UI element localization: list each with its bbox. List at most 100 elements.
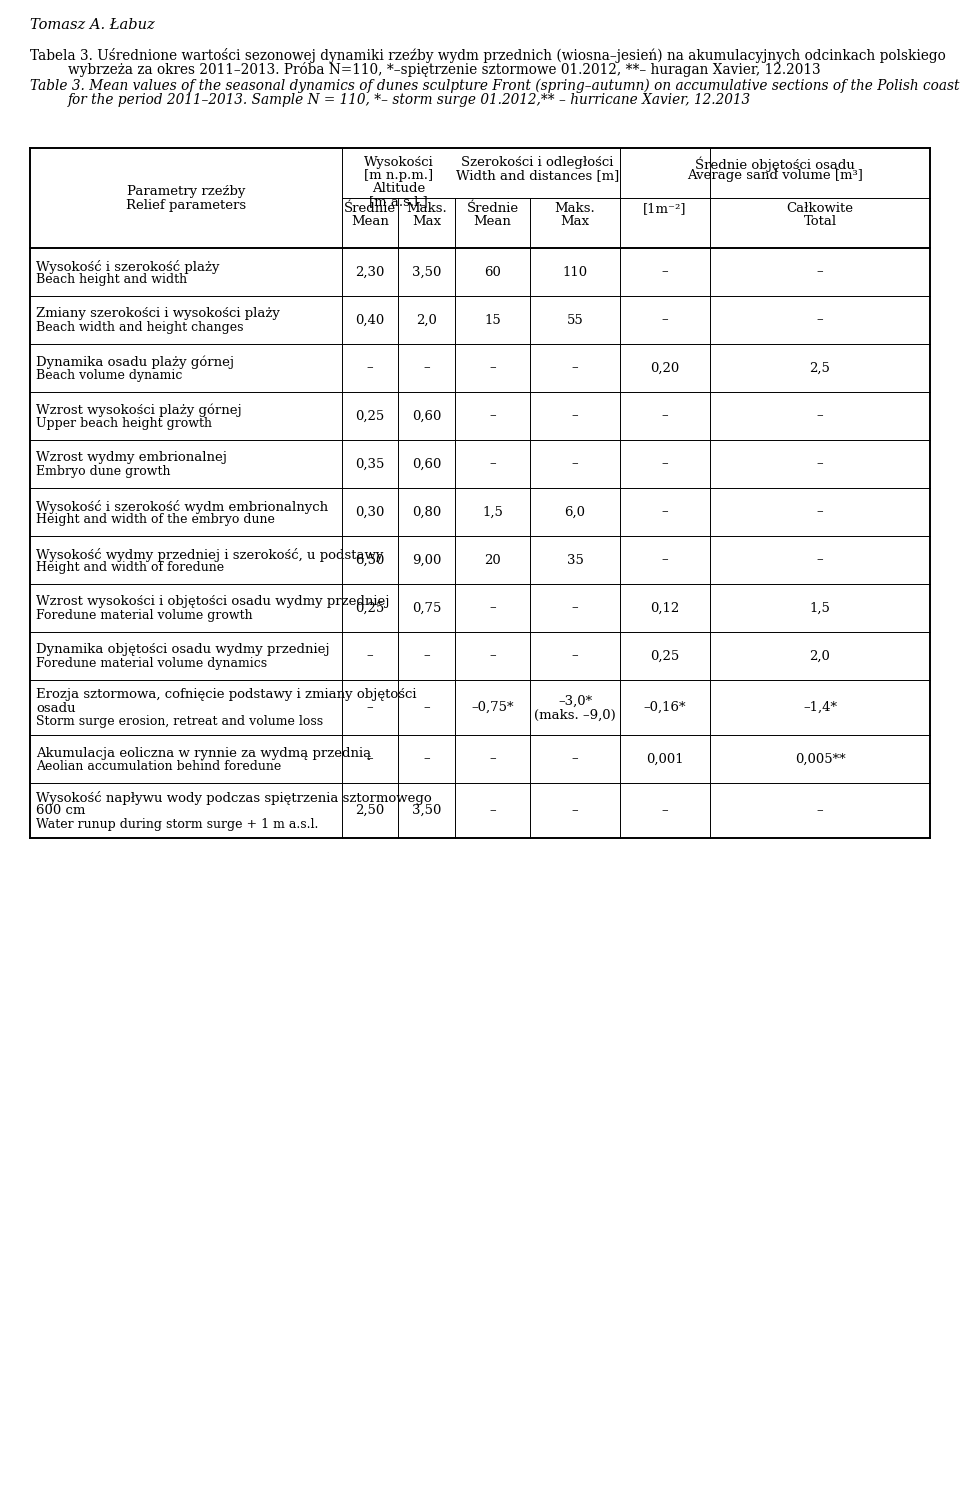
- Text: Table 3. Mean values of the seasonal dynamics of dunes sculpture Front (spring–a: Table 3. Mean values of the seasonal dyn…: [30, 79, 959, 94]
- Text: 0,12: 0,12: [650, 601, 680, 615]
- Text: Upper beach height growth: Upper beach height growth: [36, 416, 212, 430]
- Text: (maks. –9,0): (maks. –9,0): [534, 709, 616, 722]
- Text: Total: Total: [804, 215, 836, 228]
- Text: 2,50: 2,50: [355, 804, 385, 816]
- Text: Dynamika objętości osadu wydmy przedniej: Dynamika objętości osadu wydmy przedniej: [36, 643, 329, 656]
- Text: Dynamika osadu plaży górnej: Dynamika osadu plaży górnej: [36, 355, 234, 369]
- Text: 6,0: 6,0: [564, 506, 586, 519]
- Text: 0,25: 0,25: [650, 649, 680, 662]
- Text: Całkowite: Całkowite: [786, 201, 853, 215]
- Text: –: –: [661, 266, 668, 279]
- Text: –: –: [572, 458, 578, 470]
- Text: Akumulacja eoliczna w rynnie za wydmą przednią: Akumulacja eoliczna w rynnie za wydmą pr…: [36, 746, 372, 759]
- Text: Altitude: Altitude: [372, 182, 425, 195]
- Text: 0,20: 0,20: [650, 361, 680, 374]
- Text: 1,5: 1,5: [482, 506, 503, 519]
- Text: –: –: [572, 752, 578, 765]
- Text: 0,001: 0,001: [646, 752, 684, 765]
- Text: –: –: [367, 752, 373, 765]
- Text: 60: 60: [484, 266, 501, 279]
- Text: Average sand volume [m³]: Average sand volume [m³]: [687, 169, 863, 182]
- Text: –: –: [817, 554, 824, 567]
- Text: Wzrost wysokości plaży górnej: Wzrost wysokości plaży górnej: [36, 403, 242, 416]
- Text: 15: 15: [484, 313, 501, 327]
- Text: Aeolian accumulation behind foredune: Aeolian accumulation behind foredune: [36, 759, 281, 773]
- Text: –: –: [661, 458, 668, 470]
- Text: 3,50: 3,50: [412, 266, 442, 279]
- Text: –: –: [661, 506, 668, 519]
- Text: 35: 35: [566, 554, 584, 567]
- Text: Max: Max: [561, 215, 589, 228]
- Text: wybrzeża za okres 2011–2013. Próba N=110, *–spiętrzenie sztormowe 01.2012, **– h: wybrzeża za okres 2011–2013. Próba N=110…: [68, 63, 821, 78]
- Text: Wzrost wysokości i objętości osadu wydmy przedniej: Wzrost wysokości i objętości osadu wydmy…: [36, 595, 390, 609]
- Text: Wysokość i szerokość wydm embrionalnych: Wysokość i szerokość wydm embrionalnych: [36, 500, 328, 513]
- Text: –: –: [490, 752, 495, 765]
- Text: –: –: [572, 649, 578, 662]
- Text: –: –: [490, 804, 495, 816]
- Text: –: –: [367, 361, 373, 374]
- Text: 0,25: 0,25: [355, 601, 385, 615]
- Text: –: –: [423, 701, 430, 715]
- Text: –: –: [661, 313, 668, 327]
- Text: –: –: [367, 701, 373, 715]
- Text: –: –: [490, 458, 495, 470]
- Text: 0,80: 0,80: [412, 506, 442, 519]
- Text: –: –: [423, 752, 430, 765]
- Text: Embryo dune growth: Embryo dune growth: [36, 466, 171, 477]
- Text: 0,30: 0,30: [355, 506, 385, 519]
- Text: Beach height and width: Beach height and width: [36, 273, 187, 286]
- Text: 0,25: 0,25: [355, 409, 385, 422]
- Text: –: –: [817, 804, 824, 816]
- Text: –: –: [817, 266, 824, 279]
- Text: –: –: [661, 409, 668, 422]
- Text: –: –: [423, 649, 430, 662]
- Text: Wysokość wydmy przedniej i szerokość, u podstawy: Wysokość wydmy przedniej i szerokość, u …: [36, 548, 383, 561]
- Text: Wysokości: Wysokości: [364, 157, 433, 169]
- Text: Mean: Mean: [351, 215, 389, 228]
- Text: Parametry rzeźby: Parametry rzeźby: [127, 185, 245, 197]
- Text: 0,75: 0,75: [412, 601, 442, 615]
- Text: –: –: [817, 313, 824, 327]
- Text: Tabela 3. Uśrednione wartości sezonowej dynamiki rzeźby wydm przednich (wiosna–j: Tabela 3. Uśrednione wartości sezonowej …: [30, 48, 946, 63]
- Text: 0,005**: 0,005**: [795, 752, 846, 765]
- Text: Tomasz A. Łabuz: Tomasz A. Łabuz: [30, 18, 155, 31]
- Text: Beach width and height changes: Beach width and height changes: [36, 321, 244, 334]
- Text: 0,40: 0,40: [355, 313, 385, 327]
- Text: 3,50: 3,50: [412, 804, 442, 816]
- Text: 9,00: 9,00: [412, 554, 442, 567]
- Text: Foredune material volume growth: Foredune material volume growth: [36, 609, 252, 622]
- Text: –1,4*: –1,4*: [803, 701, 837, 715]
- Text: Height and width of the embryo dune: Height and width of the embryo dune: [36, 513, 275, 527]
- Text: [m n.p.m.]: [m n.p.m.]: [364, 169, 433, 182]
- Text: –: –: [572, 804, 578, 816]
- Text: 20: 20: [484, 554, 501, 567]
- Text: 2,0: 2,0: [809, 649, 830, 662]
- Text: [1m⁻²]: [1m⁻²]: [643, 201, 686, 215]
- Text: Mean: Mean: [473, 215, 512, 228]
- Text: 0,35: 0,35: [355, 458, 385, 470]
- Text: –0,16*: –0,16*: [644, 701, 686, 715]
- Text: Storm surge erosion, retreat and volume loss: Storm surge erosion, retreat and volume …: [36, 715, 324, 728]
- Text: –: –: [572, 601, 578, 615]
- Text: Max: Max: [412, 215, 441, 228]
- Text: [m a.s.l.]: [m a.s.l.]: [370, 195, 428, 207]
- Text: –: –: [423, 361, 430, 374]
- Text: –: –: [661, 554, 668, 567]
- Text: 1,5: 1,5: [809, 601, 830, 615]
- Text: Wysokość i szerokość plaży: Wysokość i szerokość plaży: [36, 260, 220, 273]
- Text: 2,5: 2,5: [809, 361, 830, 374]
- Text: –: –: [661, 804, 668, 816]
- Text: Erozja sztormowa, cofnięcie podstawy i zmiany objętości: Erozja sztormowa, cofnięcie podstawy i z…: [36, 688, 417, 701]
- Text: for the period 2011–2013. Sample N = 110, *– storm surge 01.2012,** – hurricane : for the period 2011–2013. Sample N = 110…: [68, 93, 751, 107]
- Text: Relief parameters: Relief parameters: [126, 200, 246, 212]
- Text: Średnie: Średnie: [344, 201, 396, 215]
- Text: Maks.: Maks.: [406, 201, 446, 215]
- Text: –: –: [490, 601, 495, 615]
- Text: Średnie objętości osadu: Średnie objętości osadu: [695, 157, 855, 172]
- Text: Zmiany szerokości i wysokości plaży: Zmiany szerokości i wysokości plaży: [36, 307, 280, 321]
- Text: –: –: [367, 649, 373, 662]
- Text: –: –: [490, 361, 495, 374]
- Text: 2,0: 2,0: [416, 313, 437, 327]
- Text: 600 cm: 600 cm: [36, 804, 85, 818]
- Text: Wzrost wydmy embrionalnej: Wzrost wydmy embrionalnej: [36, 452, 227, 464]
